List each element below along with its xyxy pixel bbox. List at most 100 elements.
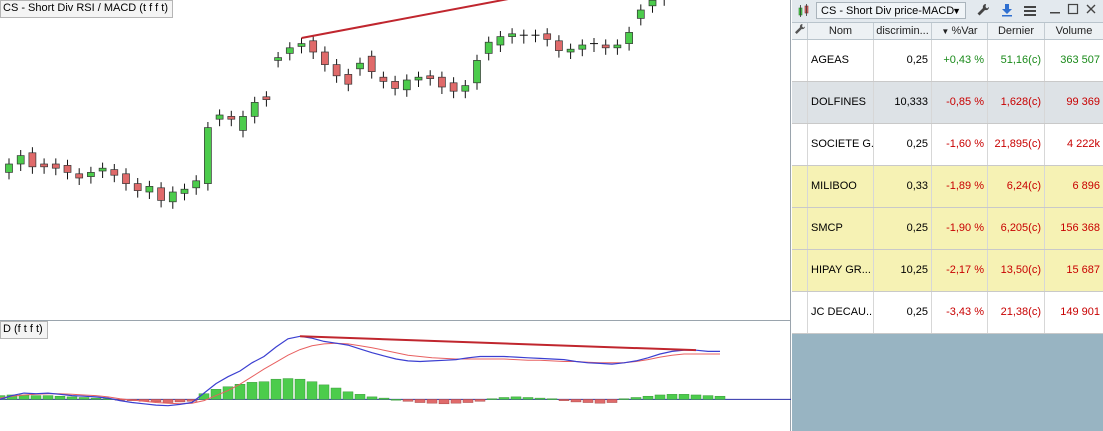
histogram-bar-positive [366, 396, 378, 400]
cell-discriminant: 0,25 [874, 292, 932, 333]
histogram-bar-positive [78, 397, 90, 400]
candle-up [145, 186, 154, 193]
cell-var: -1,89 % [932, 166, 988, 207]
row-gutter [792, 292, 808, 333]
histogram-bar-positive [486, 398, 498, 400]
list-selector[interactable]: CS - Short Div price-MACD ▼ [816, 2, 966, 19]
chart-area[interactable]: CS - Short Div RSI / MACD (t f f t) D (f… [0, 0, 791, 431]
histogram-bar-negative [414, 399, 426, 403]
candle-down [344, 74, 353, 85]
histogram-bar-positive [378, 397, 390, 400]
cell-name: HIPAY GR... [808, 250, 874, 291]
macd-pane-background [0, 321, 791, 431]
histogram-bar-positive [654, 394, 666, 400]
candle-up [98, 167, 107, 172]
list-selector-label: CS - Short Div price-MACD [821, 5, 955, 17]
price-chart-title[interactable]: CS - Short Div RSI / MACD (t f f t) [0, 0, 174, 18]
candle-down [157, 187, 165, 201]
candle-down [262, 96, 271, 100]
candle-up [648, 0, 657, 7]
download-icon[interactable] [999, 3, 1015, 19]
settings-icon[interactable] [792, 23, 808, 39]
cell-var: -0,85 % [932, 82, 988, 123]
table-row[interactable]: DOLFINES 10,333 -0,85 % 1,628(c) 99 369 [792, 82, 1103, 124]
histogram-bar-positive [210, 389, 222, 400]
cell-var: -3,43 % [932, 292, 988, 333]
row-gutter [792, 40, 808, 81]
histogram-bar-positive [90, 397, 102, 400]
candle-down [449, 82, 458, 92]
column-header-name[interactable]: Nom [808, 23, 874, 39]
histogram-bar-negative [450, 399, 462, 404]
macd-trendline [299, 335, 697, 352]
candle-up [578, 44, 587, 50]
candle-up [250, 102, 259, 117]
candle-up [5, 163, 13, 173]
candle-down [555, 40, 563, 51]
close-icon[interactable] [1083, 3, 1099, 19]
candle-up [473, 60, 481, 84]
histogram-bar-negative [570, 399, 582, 403]
histogram-bar-positive [30, 395, 42, 400]
histogram-bar-positive [66, 396, 78, 400]
histogram-bar-negative [162, 399, 174, 403]
histogram-bar-positive [318, 384, 330, 400]
histogram-bar-positive [354, 394, 366, 400]
histogram-bar-negative [582, 399, 594, 403]
cell-var: -1,60 % [932, 124, 988, 165]
histogram-bar-positive [294, 378, 306, 400]
histogram-bar-negative [174, 399, 186, 403]
table-row[interactable]: SMCP 0,25 -1,90 % 6,205(c) 156 368 [792, 208, 1103, 250]
cell-last: 21,895(c) [988, 124, 1045, 165]
table-row[interactable]: AGEAS 0,25 +0,43 % 51,16(c) 363 507 [792, 40, 1103, 82]
candle-down [379, 76, 388, 82]
histogram-bar-positive [498, 397, 510, 400]
histogram-bar-negative [150, 399, 162, 403]
candle-up [274, 57, 282, 61]
column-header-volume[interactable]: Volume [1055, 25, 1093, 37]
candle-down [122, 173, 130, 184]
chart-icon[interactable] [795, 3, 813, 19]
candle-up [168, 191, 177, 203]
histogram-bar-positive [630, 397, 642, 400]
table-row[interactable]: HIPAY GR... 10,25 -2,17 % 13,50(c) 15 687 [792, 250, 1103, 292]
macd-chart-title[interactable]: D (f t f t) [0, 321, 48, 339]
histogram-bar-positive [270, 378, 282, 400]
cell-name: MILIBOO [808, 166, 874, 207]
cell-var: -1,90 % [932, 208, 988, 249]
table-row[interactable]: SOCIETE G... 0,25 -1,60 % 21,895(c) 4 222k [792, 124, 1103, 166]
column-header-last[interactable]: Dernier [988, 23, 1045, 39]
cell-var: -2,17 % [932, 250, 988, 291]
histogram-bar-positive [702, 395, 714, 400]
histogram-bar-positive [546, 398, 558, 400]
minimize-icon[interactable] [1047, 3, 1063, 19]
sort-desc-icon: ▼ [941, 27, 952, 36]
column-header-var-label: %Var [951, 25, 978, 37]
histogram-bar-positive [690, 394, 702, 400]
table-row[interactable]: MILIBOO 0,33 -1,89 % 6,24(c) 6 896 [792, 166, 1103, 208]
candle-up [613, 44, 622, 49]
column-header-discriminant[interactable]: discrimin... [874, 23, 932, 39]
cell-name: DOLFINES [808, 82, 874, 123]
wrench-icon[interactable] [975, 3, 991, 19]
table-row[interactable]: JC DECAU... 0,25 -3,43 % 21,38(c) 149 901 [792, 292, 1103, 334]
cell-discriminant: 0,33 [874, 166, 932, 207]
cell-volume: 4 222k [1066, 138, 1100, 150]
candle-up [625, 32, 633, 44]
cell-last: 6,205(c) [988, 208, 1045, 249]
cell-name: SOCIETE G... [808, 124, 874, 165]
column-header-var[interactable]: ▼ %Var [932, 23, 988, 39]
candle-up [508, 33, 516, 37]
maximize-icon[interactable] [1065, 3, 1081, 19]
candle-down [28, 152, 37, 168]
histogram-bar-positive [246, 382, 258, 400]
candle-down [110, 169, 119, 176]
chart-canvas[interactable] [0, 0, 791, 431]
histogram-bar-positive [666, 394, 678, 400]
menu-icon[interactable] [1022, 3, 1038, 19]
histogram-bar-positive [258, 381, 270, 400]
histogram-bar-positive [522, 397, 534, 400]
histogram-bar-negative [438, 399, 450, 405]
histogram-bar-positive [342, 391, 354, 400]
candle-up [192, 180, 201, 189]
